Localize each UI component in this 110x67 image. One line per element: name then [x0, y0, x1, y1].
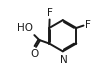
Text: F: F — [85, 20, 91, 30]
Text: O: O — [31, 49, 39, 59]
Text: HO: HO — [17, 23, 33, 34]
Text: F: F — [47, 8, 53, 18]
Text: N: N — [60, 55, 67, 65]
